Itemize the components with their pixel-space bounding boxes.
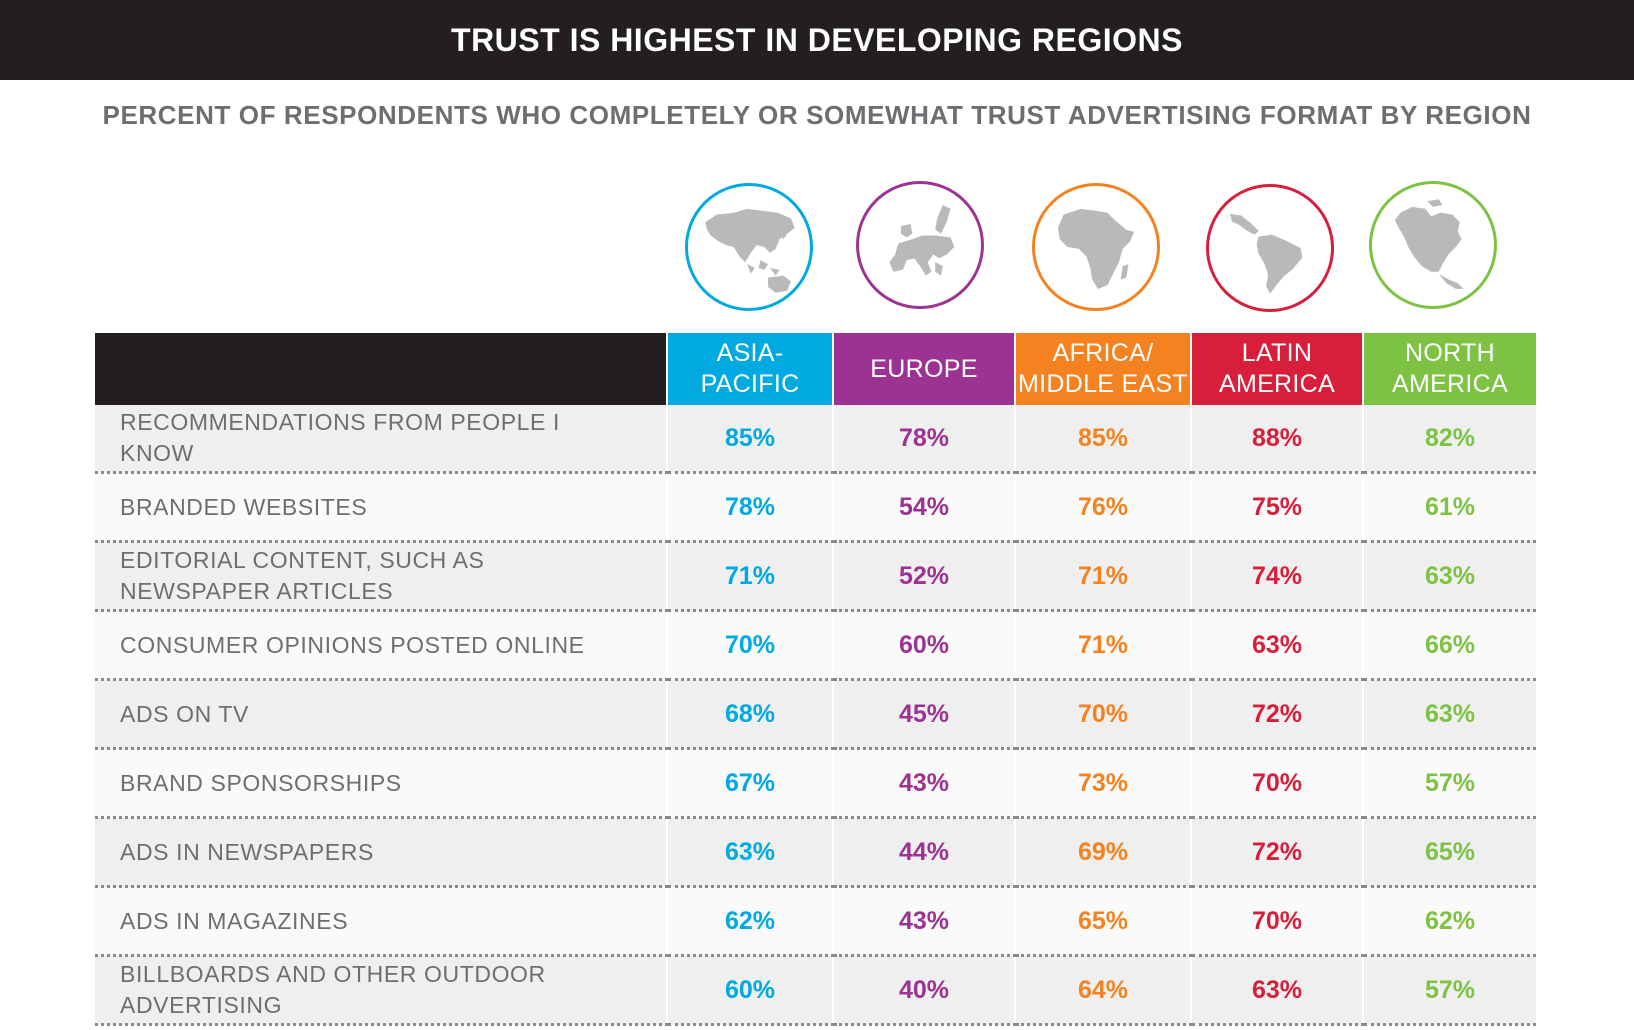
- row-label-text: ADS IN NEWSPAPERS: [120, 838, 374, 865]
- column-header-label: NORTH: [1405, 339, 1495, 367]
- region-globes: [0, 178, 1634, 318]
- table-row: RECOMMENDATIONS FROM PEOPLE I KNOW 85% 78%…: [95, 405, 1536, 474]
- value-cell: 63%: [1363, 679, 1536, 750]
- value-cell: 62%: [1363, 886, 1536, 957]
- column-header-label: ASIA-: [716, 339, 784, 367]
- column-header-africa-middle-east: AFRICA/MIDDLE EAST: [1015, 333, 1192, 405]
- value-cell: 85%: [667, 405, 834, 474]
- value-cell: 62%: [667, 886, 834, 957]
- value-cell: 68%: [667, 679, 834, 750]
- value-cell: 70%: [1015, 679, 1192, 750]
- europe-map-icon: [856, 181, 984, 309]
- value-cell: 45%: [833, 679, 1016, 750]
- value-cell: 72%: [1191, 679, 1364, 750]
- value-cell: 63%: [1191, 610, 1364, 681]
- column-header-asia-pacific: ASIA- PACIFIC: [667, 333, 834, 405]
- row-label: EDITORIAL CONTENT, SUCH AS NEWSPAPER ART…: [95, 541, 668, 612]
- africa-map-icon: [1032, 183, 1160, 311]
- header-row: ASIA- PACIFIC EUROPE AFRICA/MIDDLE EAST L…: [95, 333, 1536, 405]
- row-label-text: BRANDED WEBSITES: [120, 493, 368, 520]
- column-header-label: AMERICA: [1218, 370, 1335, 398]
- asia-pacific-map-icon: [685, 183, 813, 311]
- row-label-text: CONSUMER OPINIONS POSTED ONLINE: [120, 631, 585, 658]
- column-header-north-america: NORTH AMERICA: [1363, 333, 1536, 405]
- row-label-text: EDITORIAL CONTENT, SUCH AS NEWSPAPER ART…: [120, 547, 485, 604]
- value-cell: 63%: [667, 817, 834, 888]
- value-cell: 60%: [833, 610, 1016, 681]
- value-cell: 75%: [1191, 472, 1364, 543]
- table-row: EDITORIAL CONTENT, SUCH AS NEWSPAPER ART…: [95, 541, 1536, 612]
- column-header-label: AMERICA: [1391, 370, 1508, 398]
- row-label: BRAND SPONSORSHIPS: [95, 748, 668, 819]
- value-cell: 71%: [1015, 541, 1192, 612]
- column-header-europe: EUROPE: [833, 333, 1016, 405]
- table-row: BRAND SPONSORSHIPS 67% 43% 73% 70% 57%: [95, 748, 1536, 819]
- value-cell: 88%: [1191, 405, 1364, 474]
- latin-america-map-icon: [1206, 184, 1334, 312]
- value-cell: 57%: [1363, 748, 1536, 819]
- table-row: CONSUMER OPINIONS POSTED ONLINE 70% 60% 71%…: [95, 610, 1536, 681]
- table-row: BILLBOARDS AND OTHER OUTDOOR ADVERTISING…: [95, 955, 1536, 1026]
- value-cell: 73%: [1015, 748, 1192, 819]
- value-cell: 43%: [833, 886, 1016, 957]
- row-label: BILLBOARDS AND OTHER OUTDOOR ADVERTISING: [95, 955, 668, 1026]
- table-body: RECOMMENDATIONS FROM PEOPLE I KNOW 85% 78%…: [95, 405, 1536, 1026]
- column-header-label: PACIFIC: [700, 370, 800, 398]
- value-cell: 78%: [667, 472, 834, 543]
- chart-subtitle: PERCENT OF RESPONDENTS WHO COMPLETELY OR…: [102, 100, 1532, 130]
- table-row: ADS IN MAGAZINES 62% 43% 65% 70% 62%: [95, 886, 1536, 957]
- title-bar: TRUST IS HIGHEST IN DEVELOPING REGIONS: [0, 0, 1634, 80]
- value-cell: 70%: [1191, 748, 1364, 819]
- table-row: BRANDED WEBSITES 78% 54% 76% 75% 61%: [95, 472, 1536, 543]
- row-label-text: BRAND SPONSORSHIPS: [120, 769, 402, 796]
- row-label: BRANDED WEBSITES: [95, 472, 668, 543]
- value-cell: 44%: [833, 817, 1016, 888]
- column-header-label: AFRICA/: [1052, 339, 1154, 367]
- value-cell: 70%: [1191, 886, 1364, 957]
- value-cell: 63%: [1191, 955, 1364, 1026]
- chart-title: TRUST IS HIGHEST IN DEVELOPING REGIONS: [451, 21, 1183, 58]
- value-cell: 54%: [833, 472, 1016, 543]
- value-cell: 65%: [1363, 817, 1536, 888]
- value-cell: 61%: [1363, 472, 1536, 543]
- trust-table: ASIA- PACIFIC EUROPE AFRICA/MIDDLE EAST L…: [95, 333, 1536, 1026]
- value-cell: 40%: [833, 955, 1016, 1026]
- value-cell: 65%: [1015, 886, 1192, 957]
- row-label-text: ADS IN MAGAZINES: [120, 907, 349, 934]
- column-header-label: MIDDLE EAST: [1018, 370, 1188, 398]
- value-cell: 74%: [1191, 541, 1364, 612]
- value-cell: 72%: [1191, 817, 1364, 888]
- row-label: ADS ON TV: [95, 679, 668, 750]
- value-cell: 70%: [667, 610, 834, 681]
- value-cell: 43%: [833, 748, 1016, 819]
- value-cell: 78%: [833, 405, 1016, 474]
- value-cell: 85%: [1015, 405, 1192, 474]
- value-cell: 52%: [833, 541, 1016, 612]
- row-label-text: BILLBOARDS AND OTHER OUTDOOR ADVERTISING: [120, 961, 546, 1018]
- column-header-label: LATIN: [1241, 339, 1313, 367]
- label-column-header: [95, 333, 668, 405]
- value-cell: 66%: [1363, 610, 1536, 681]
- value-cell: 76%: [1015, 472, 1192, 543]
- north-america-map-icon: [1369, 181, 1497, 309]
- column-header-latin-america: LATIN AMERICA: [1191, 333, 1364, 405]
- row-label-text: RECOMMENDATIONS FROM PEOPLE I KNOW: [120, 409, 560, 466]
- table-row: ADS IN NEWSPAPERS 63% 44% 69% 72% 65%: [95, 817, 1536, 888]
- value-cell: 71%: [1015, 610, 1192, 681]
- value-cell: 57%: [1363, 955, 1536, 1026]
- table-row: ADS ON TV 68% 45% 70% 72% 63%: [95, 679, 1536, 750]
- value-cell: 64%: [1015, 955, 1192, 1026]
- value-cell: 60%: [667, 955, 834, 1026]
- value-cell: 67%: [667, 748, 834, 819]
- row-label-text: ADS ON TV: [120, 700, 249, 727]
- value-cell: 82%: [1363, 405, 1536, 474]
- column-header-label: EUROPE: [870, 354, 978, 383]
- row-label: CONSUMER OPINIONS POSTED ONLINE: [95, 610, 668, 681]
- value-cell: 63%: [1363, 541, 1536, 612]
- value-cell: 69%: [1015, 817, 1192, 888]
- value-cell: 71%: [667, 541, 834, 612]
- row-label: RECOMMENDATIONS FROM PEOPLE I KNOW: [95, 405, 668, 474]
- row-label: ADS IN NEWSPAPERS: [95, 817, 668, 888]
- row-label: ADS IN MAGAZINES: [95, 886, 668, 957]
